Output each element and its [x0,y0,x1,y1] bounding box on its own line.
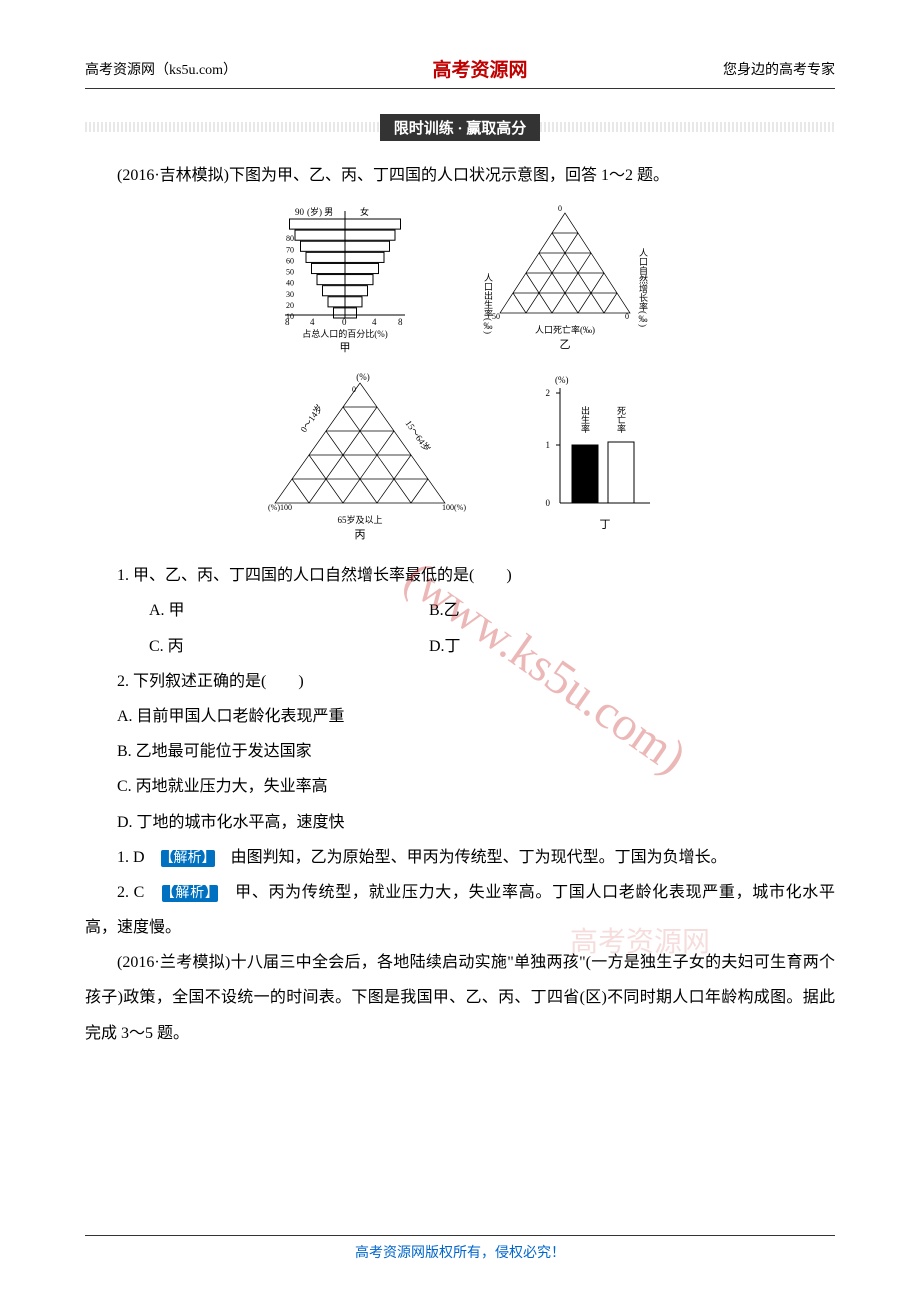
q1-opts-ab: A. 甲B.乙 [117,593,835,628]
tri-small-caption: 乙 [560,338,571,351]
svg-text:70: 70 [286,246,294,255]
svg-text:0: 0 [546,498,551,508]
main-content: (2016·吉林模拟)下图为甲、乙、丙、丁四国的人口状况示意图，回答 1～2 题… [85,158,835,1051]
tri-big-caption: 丙 [355,529,366,541]
ans2-num: 2. C [117,884,162,901]
bar-label-birth: 出生率 [580,405,590,434]
svg-text:(%): (%) [555,375,569,385]
header-logo-text: 高考资源网 [433,55,528,82]
bars-caption: 丁 [600,519,611,531]
q2-opt-a: A. 目前甲国人口老龄化表现严重 [85,699,835,734]
ans2: 2. C 【解析】 甲、丙为传统型，就业压力大，失业率高。丁国人口老龄化表现严重… [85,875,835,945]
figure-bars: (%) 0 1 2 出生率 死亡率 丁 [510,368,670,543]
q1-stem: 1. 甲、乙、丙、丁四国的人口自然增长率最低的是( ) [85,558,835,593]
header-left: 高考资源网（ks5u.com） [85,59,237,79]
svg-text:(%)100: (%)100 [268,503,292,512]
q2-opt-d: D. 丁地的城市化水平高，速度快 [85,805,835,840]
svg-text:(%): (%) [356,372,370,382]
tri-big-right: 15～64岁 [403,418,433,454]
svg-text:20: 20 [286,301,294,310]
svg-text:4: 4 [372,317,377,327]
svg-text:0: 0 [625,312,629,321]
svg-text:8: 8 [398,317,403,327]
svg-text:80: 80 [286,234,294,243]
figure-row-1: 90 (岁) 男 女 8070605040302010 8 4 0 4 8 占总… [85,203,835,358]
q2-opt-b: B. 乙地最可能位于发达国家 [85,734,835,769]
svg-text:100(%): 100(%) [442,503,466,512]
svg-text:50: 50 [492,312,500,321]
q1-opt-a: A. 甲 [117,593,397,628]
analysis-tag-1: 【解析】 [161,850,215,867]
q2-stem: 2. 下列叙述正确的是( ) [85,664,835,699]
figure-row-2: (%) 0 (%)100 100(%) 0～14岁 15～64岁 65岁及以上 … [85,368,835,543]
tri-small-right: 人口自然增长率(‰) [638,248,648,327]
pyramid-caption: 甲 [340,342,351,354]
svg-text:0: 0 [352,385,356,394]
banner-line-left [85,122,380,132]
intro-paragraph-1: (2016·吉林模拟)下图为甲、乙、丙、丁四国的人口状况示意图，回答 1～2 题… [85,158,835,193]
q1-opt-b: B.乙 [397,593,460,628]
figure-block: 90 (岁) 男 女 8070605040302010 8 4 0 4 8 占总… [85,203,835,543]
ans1-num: 1. D [117,849,161,866]
section-banner: 限时训练 · 赢取高分 [85,114,835,140]
svg-text:0: 0 [342,317,347,327]
svg-text:8: 8 [285,317,290,327]
banner-label: 限时训练 · 赢取高分 [380,114,541,141]
q1-opt-d: D.丁 [397,629,461,664]
svg-text:(岁) 男: (岁) 男 [307,206,333,217]
svg-text:1: 1 [546,440,551,450]
page-footer: 高考资源网版权所有，侵权必究！ [85,1235,835,1262]
svg-text:30: 30 [286,290,294,299]
svg-text:0: 0 [558,204,562,213]
tri-small-bottom: 人口死亡率(‰) [535,324,595,335]
tri-small-left: 人口出生率(‰) [483,273,493,334]
pyramid-xlabel: 占总人口的百分比(%) [302,328,388,339]
page-header: 高考资源网（ks5u.com） 高考资源网 您身边的高考专家 [85,55,835,89]
figure-triangle-big: (%) 0 (%)100 100(%) 0～14岁 15～64岁 65岁及以上 … [250,368,470,543]
svg-text:60: 60 [286,257,294,266]
svg-text:90: 90 [295,207,305,217]
ans1-text: 由图判知，乙为原始型、甲丙为传统型、丁为现代型。丁国为负增长。 [215,849,727,866]
q1-opt-c: C. 丙 [117,629,397,664]
svg-text:4: 4 [310,317,315,327]
q2-opt-c: C. 丙地就业压力大，失业率高 [85,769,835,804]
figure-triangle-small: 人口出生率(‰) 人口自然增长率(‰) 人口死亡率(‰) 乙 0 50 0 [470,203,660,358]
tri-big-left: 0～14岁 [298,402,325,434]
q1-opts-cd: C. 丙D.丁 [117,629,835,664]
header-right: 您身边的高考专家 [723,59,835,79]
tri-big-bottom: 65岁及以上 [337,514,382,525]
figure-pyramid: 90 (岁) 男 女 8070605040302010 8 4 0 4 8 占总… [260,203,430,358]
bar-label-death: 死亡率 [616,406,626,434]
svg-text:50: 50 [286,268,294,277]
svg-text:女: 女 [360,206,369,217]
ans1: 1. D 【解析】 由图判知，乙为原始型、甲丙为传统型、丁为现代型。丁国为负增长… [85,840,835,875]
intro-paragraph-2: (2016·兰考模拟)十八届三中全会后，各地陆续启动实施"单独两孩"(一方是独生… [85,945,835,1051]
page-container: 高考资源网（ks5u.com） 高考资源网 您身边的高考专家 限时训练 · 赢取… [0,0,920,1302]
svg-text:40: 40 [286,279,294,288]
svg-text:2: 2 [546,388,551,398]
banner-line-right [540,122,835,132]
analysis-tag-2: 【解析】 [162,885,219,902]
